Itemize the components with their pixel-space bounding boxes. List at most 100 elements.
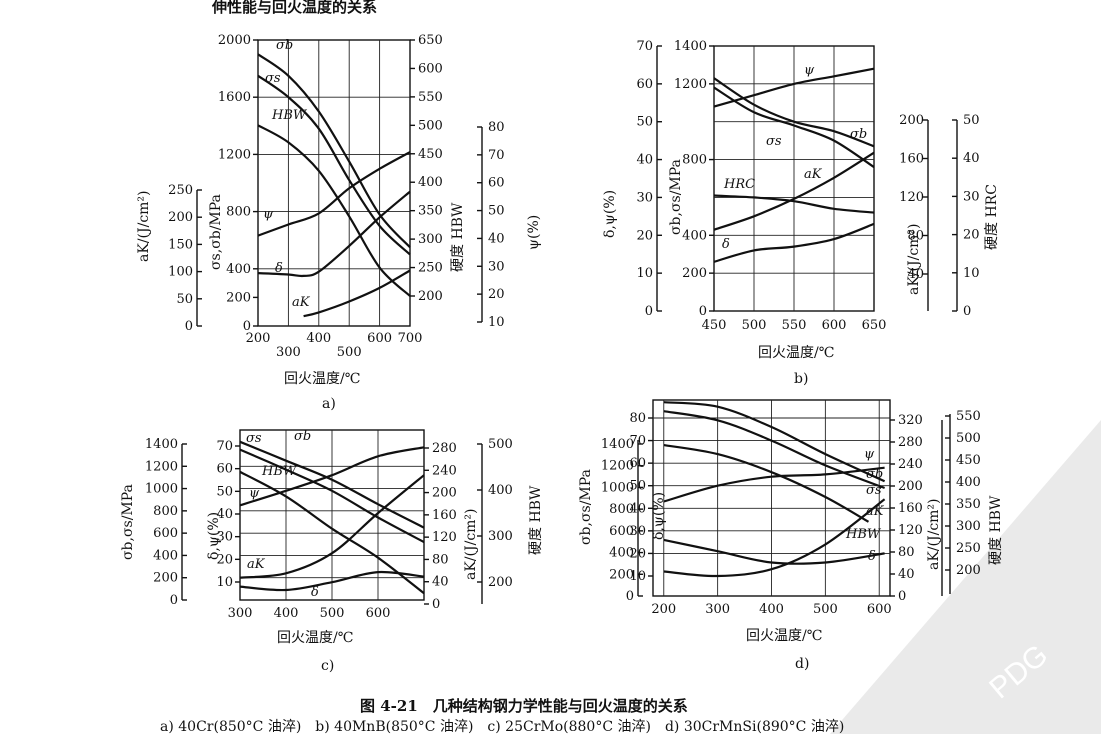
chart-b-pct-tick-label-2: 20 — [636, 228, 653, 243]
chart-d-mpa-tick-label-2: 400 — [609, 546, 634, 561]
chart-c-curve-label-2: HBW — [261, 464, 298, 479]
chart-c-ak-tick-label-6: 240 — [432, 463, 457, 478]
chart-b-series-1 — [713, 86, 875, 169]
watermark: PDG — [830, 420, 1101, 734]
chart-a-psi-label: ψ(%) — [526, 215, 542, 250]
chart-b-hrc-tick-label-1: 10 — [963, 266, 980, 281]
chart-d-xtick-label-1: 300 — [705, 602, 730, 617]
chart-d-hbw-tick-label-0: 200 — [956, 563, 981, 578]
chart-a-xtick-label-r1-2: 600 — [367, 331, 392, 346]
chart-b-hrc-label: 硬度 HRC — [984, 184, 1000, 250]
chart-a-psi-tick-label-2: 30 — [488, 259, 505, 274]
chart-b-xtick-label-4: 650 — [862, 318, 887, 333]
chart-c-series-2 — [239, 470, 425, 595]
chart-a-hbw-tick-label-3: 350 — [418, 204, 443, 219]
chart-b-series-0 — [713, 67, 875, 108]
chart-d-curve-label-3: aK — [866, 504, 885, 519]
chart-b-curve-label-2: σb — [850, 127, 867, 142]
chart-d-mpa-tick-label-6: 1200 — [601, 459, 634, 474]
chart-d-ak-tick-label-0: 0 — [898, 589, 906, 604]
chart-d-xlabel: 回火温度/℃ — [746, 628, 822, 644]
chart-d-pct-tick-label-6: 70 — [629, 434, 646, 449]
chart-b-xtick-label-2: 550 — [782, 318, 807, 333]
chart-c-hbw-tick-label-1: 300 — [488, 529, 513, 544]
chart-a-series-1 — [257, 74, 411, 256]
chart-b-pct-tick-label-4: 40 — [636, 153, 653, 168]
chart-d-mpa-tick-label-4: 800 — [609, 502, 634, 517]
chart-b-mpa-tick-label-1: 200 — [682, 266, 707, 281]
chart-b-hrc-tick-label-0: 0 — [963, 304, 971, 319]
chart-a-xtick-label-r1-0: 200 — [246, 331, 271, 346]
chart-d-xtick-label-2: 400 — [759, 602, 784, 617]
chart-b-series-5 — [713, 222, 875, 263]
chart-d-curve-label-5: δ — [868, 549, 876, 564]
chart-d-curves — [663, 401, 886, 578]
chart-c-pct-tick-label-4: 50 — [216, 484, 233, 499]
chart-c-ak-tick-label-0: 0 — [432, 597, 440, 612]
chart-b-pct-label: δ,ψ(%) — [602, 190, 618, 238]
chart-d-hbw-tick-label-4: 400 — [956, 475, 981, 490]
chart-d-sublabel: d) — [795, 656, 809, 672]
chart-d-mpa-label: σb,σs/MPa — [578, 469, 594, 545]
chart-a-curve-label-3: ψ — [263, 207, 274, 222]
chart-d-mpa-tick-label-3: 600 — [609, 524, 634, 539]
chart-d-mpa-tick-label-0: 0 — [626, 589, 634, 604]
chart-c-mpa-tick-label-0: 0 — [170, 593, 178, 608]
chart-c-xtick-label-3: 600 — [366, 606, 391, 621]
chart-a-grid — [258, 40, 410, 326]
chart-b-series-3 — [713, 151, 875, 231]
chart-a-hbw-tick-label-7: 550 — [418, 90, 443, 105]
chart-a-hbw-tick-label-6: 500 — [418, 118, 443, 133]
chart-a-psi-tick-label-7: 80 — [488, 120, 505, 135]
chart-a-psi-tick-label-4: 50 — [488, 204, 505, 219]
chart-b-ak-tick-label-0: 40 — [907, 267, 924, 282]
chart-a-hbw-label: 硬度 HBW — [450, 202, 466, 272]
chart-c-pct-tick-label-5: 60 — [216, 462, 233, 477]
chart-c-ak-tick-label-5: 200 — [432, 486, 457, 501]
chart-a-psi-tick-label-3: 40 — [488, 231, 505, 246]
chart-a-psi-tick-label-1: 20 — [488, 287, 505, 302]
chart-c-ak-tick-label-1: 40 — [432, 575, 449, 590]
chart-a-xlabel: 回火温度/℃ — [284, 371, 360, 387]
chart-c-mpa-tick-label-3: 600 — [153, 526, 178, 541]
chart-d-xtick-label-4: 600 — [867, 602, 892, 617]
chart-a-ak-tick-label-3: 150 — [168, 237, 193, 252]
chart-a-mpa-tick-label-1: 200 — [226, 290, 251, 305]
chart-b-ak-tick-label-2: 120 — [899, 190, 924, 205]
chart-c-mpa-tick-label-6: 1200 — [145, 459, 178, 474]
chart-b-mpa-tick-label-5: 1400 — [674, 39, 707, 54]
chart-a-series-3 — [257, 151, 411, 237]
chart-b-hrc-tick-label-5: 50 — [963, 113, 980, 128]
chart-d-ak-tick-label-7: 280 — [898, 435, 923, 450]
chart-a-psi-tick-label-6: 70 — [488, 148, 505, 163]
chart-a-ticks: 0200400800120016002000050100150200250200… — [168, 33, 504, 360]
chart-c-ticks: 0 200 400 600 800 1000 1200 1400 10 20 30 40 50 60 70 0… — [145, 437, 513, 621]
chart-d-pct-tick-label-1: 20 — [629, 546, 646, 561]
chart-c-mpa-tick-label-2: 400 — [153, 548, 178, 563]
chart-c-curve-label-4: aK — [247, 557, 266, 572]
chart-b-xtick-label-1: 500 — [742, 318, 767, 333]
chart-b-curve-label-4: HRC — [723, 177, 755, 192]
chart-a-psi-tick-label-5: 60 — [488, 176, 505, 191]
chart-d-hbw-tick-label-2: 300 — [956, 519, 981, 534]
chart-a-curve-label-4: δ — [275, 261, 283, 276]
chart-a-xtick-label-r1-1: 400 — [306, 331, 331, 346]
chart-a-ak-tick-label-4: 200 — [168, 210, 193, 225]
chart-a-frame — [257, 39, 411, 327]
chart-a-hbw-tick-label-0: 200 — [418, 289, 443, 304]
chart-b-mpa-tick-label-3: 800 — [682, 153, 707, 168]
chart-c-hbw-label: 硬度 HBW — [528, 485, 544, 555]
chart-b-ak-tick-label-4: 200 — [899, 113, 924, 128]
chart-d-hbw-tick-label-6: 500 — [956, 431, 981, 446]
chart-a-series-4 — [257, 190, 411, 278]
chart-a-hbw-tick-label-1: 250 — [418, 261, 443, 276]
chart-d-hbw-tick-label-7: 550 — [956, 409, 981, 424]
chart-c-mpa-tick-label-7: 1400 — [145, 437, 178, 452]
chart-a-mpa-tick-label-2: 400 — [226, 262, 251, 277]
chart-c-grid — [240, 430, 424, 600]
chart-c-ak-tick-label-4: 160 — [432, 508, 457, 523]
chart-d-ak-tick-label-6: 240 — [898, 457, 923, 472]
chart-b-curves — [713, 67, 875, 263]
